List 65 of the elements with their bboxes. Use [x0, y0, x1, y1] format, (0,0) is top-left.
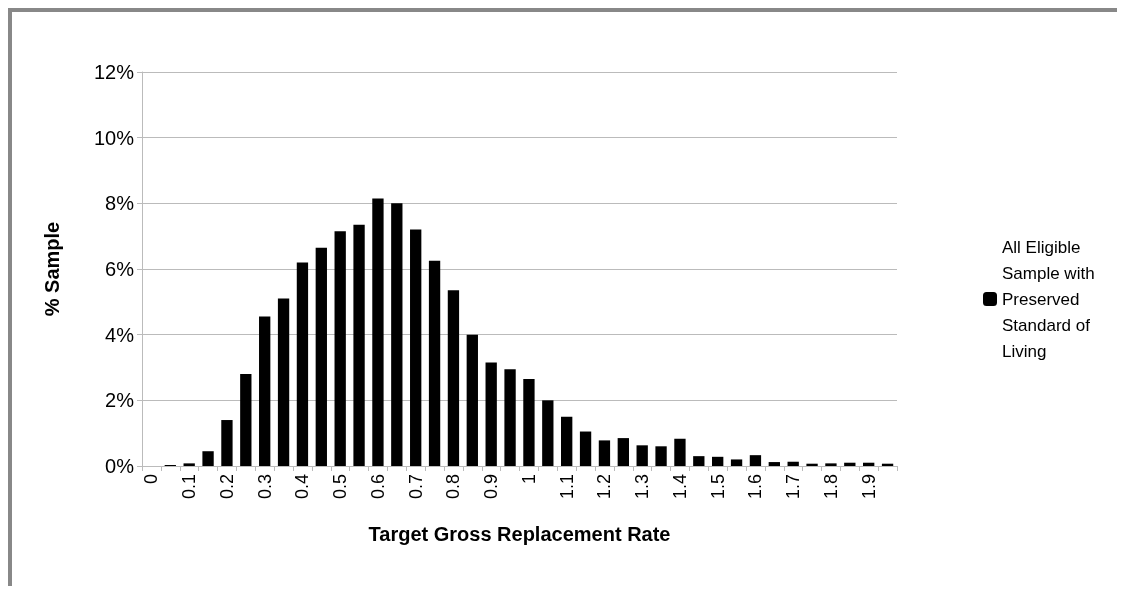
x-tick-label: 1.4 — [669, 474, 690, 500]
x-tick-label: 1.8 — [820, 474, 841, 500]
legend-label: All Eligible Sample with Preserved Standard of Living — [1002, 237, 1100, 361]
bar — [391, 203, 403, 466]
bar — [787, 461, 799, 466]
bar — [542, 400, 554, 466]
bar — [428, 260, 441, 466]
x-tick-label: 1.9 — [858, 474, 879, 500]
bar — [485, 362, 497, 466]
x-tick-label: 0.9 — [481, 474, 502, 500]
bar — [259, 316, 271, 466]
x-tick-label: 0 — [141, 474, 162, 485]
bar — [466, 334, 478, 466]
x-tick-label: 1.1 — [556, 474, 577, 500]
bar — [598, 440, 611, 466]
y-axis-title: % Sample — [41, 221, 63, 317]
bar — [410, 229, 422, 466]
y-tick-label: 8% — [105, 192, 135, 215]
x-tick-label: 0.4 — [292, 474, 313, 500]
bar — [277, 298, 290, 466]
bar — [447, 290, 460, 466]
x-tick-label: 0.8 — [443, 474, 464, 500]
bar — [240, 374, 252, 466]
bar — [655, 446, 667, 466]
y-tick-label: 10% — [93, 126, 135, 149]
x-tick-label: 1.7 — [783, 474, 804, 500]
bar — [749, 455, 762, 466]
bar — [825, 463, 837, 466]
x-tick-label: 1 — [518, 474, 539, 485]
x-tick-label: 0.2 — [216, 474, 237, 500]
x-tick-label: 0.7 — [405, 474, 426, 500]
y-tick-label: 6% — [105, 258, 135, 280]
x-axis-title: Target Gross Replacement Rate — [368, 523, 671, 545]
bar — [806, 463, 818, 466]
x-tick-label: 1.6 — [745, 474, 766, 500]
bar — [221, 420, 233, 466]
bar — [768, 462, 780, 466]
bar — [202, 451, 214, 466]
bar — [693, 456, 705, 466]
bar — [296, 262, 309, 466]
x-tick-label: 1.3 — [632, 474, 653, 500]
y-tick-label: 4% — [105, 323, 135, 346]
bar — [636, 445, 648, 466]
bar — [712, 456, 724, 466]
y-tick-label: 12% — [93, 61, 135, 83]
y-tick-label: 2% — [105, 389, 135, 412]
bar — [372, 198, 384, 466]
bar — [674, 438, 686, 466]
x-tick-label: 0.1 — [179, 474, 200, 500]
bar — [579, 431, 592, 466]
x-tick-label: 0.3 — [254, 474, 275, 500]
bar — [183, 463, 195, 466]
x-tick-label: 1.5 — [707, 474, 728, 500]
x-tick-label: 0.6 — [367, 474, 388, 500]
x-tick-label: 1.2 — [594, 474, 615, 500]
bar — [504, 369, 516, 466]
bar — [561, 416, 573, 466]
x-tick-label: 0.5 — [330, 474, 351, 500]
bar — [730, 459, 743, 466]
y-tick-label: 0% — [105, 455, 135, 477]
bar — [334, 231, 346, 466]
bar — [353, 224, 365, 466]
bar — [315, 247, 327, 466]
bar — [617, 438, 629, 466]
bar — [523, 378, 535, 466]
